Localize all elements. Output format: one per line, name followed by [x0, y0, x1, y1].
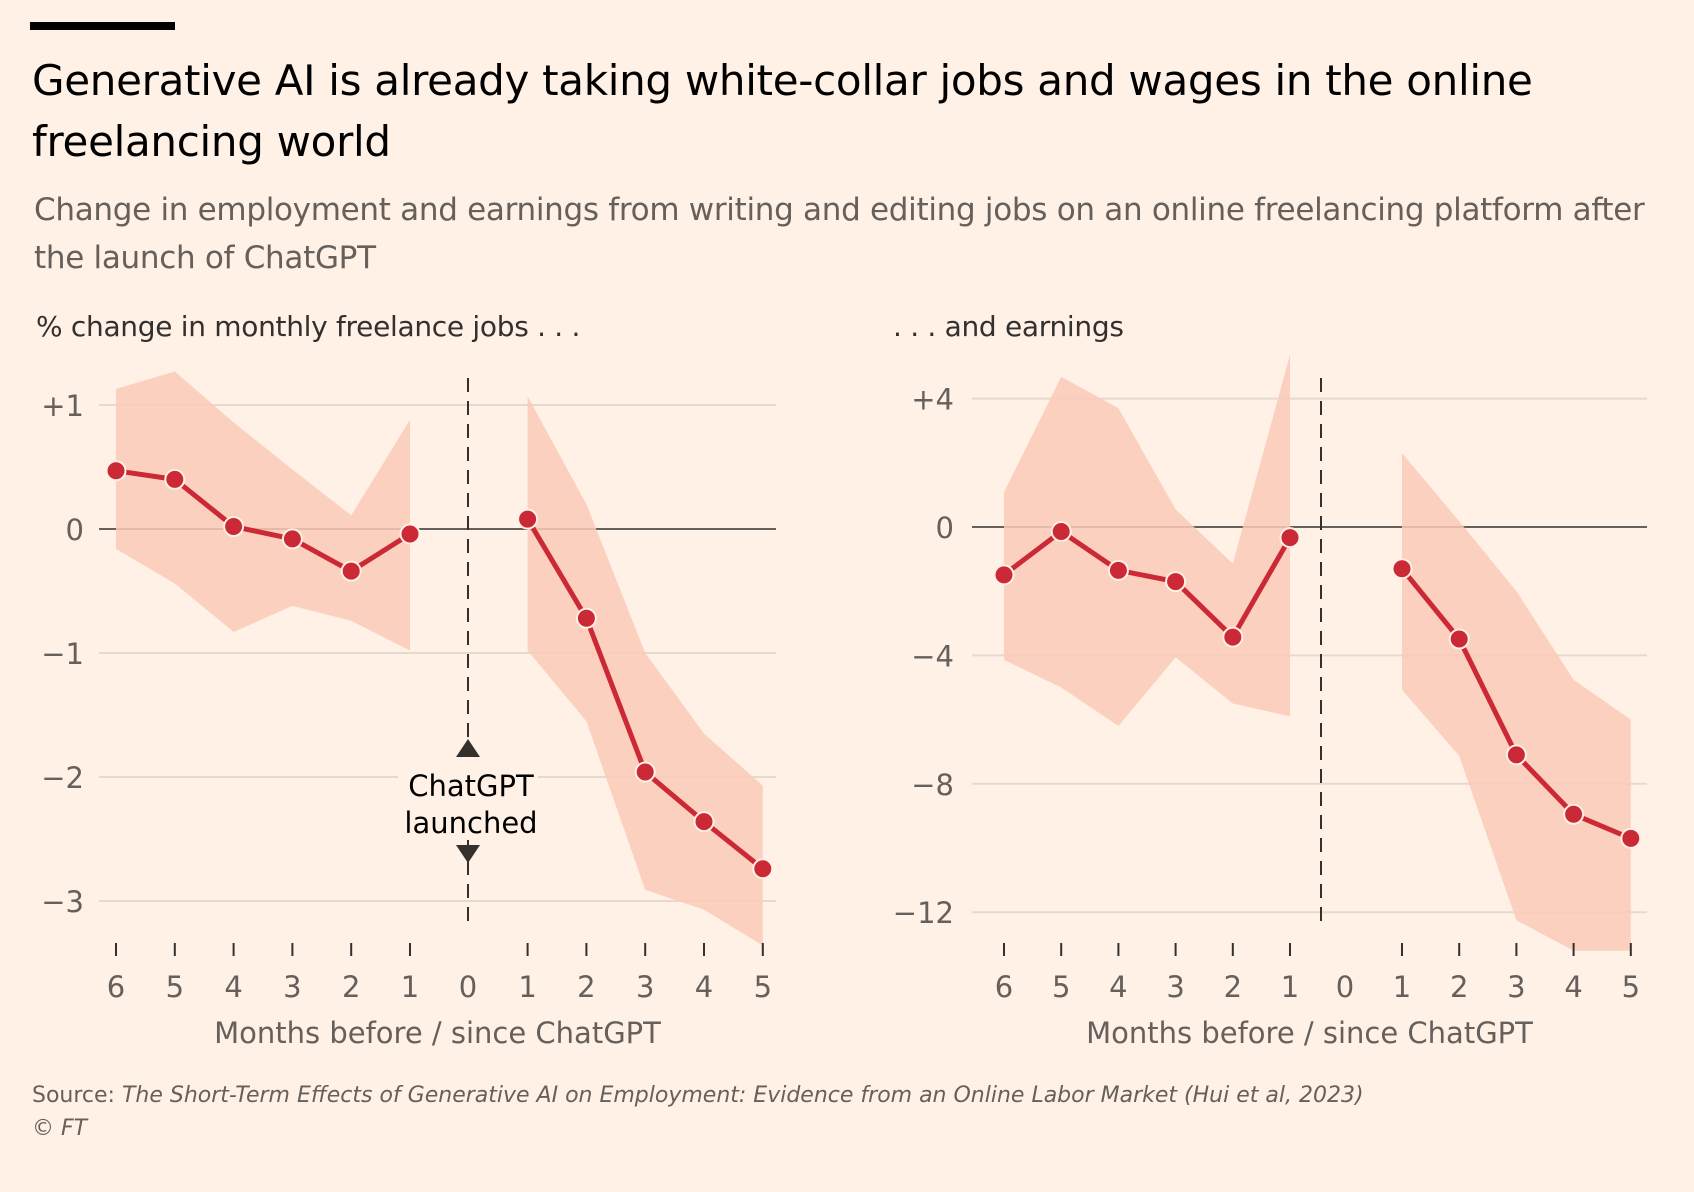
data-point [1505, 744, 1527, 766]
x-tick-label: 5 [1052, 970, 1070, 1004]
data-point [164, 468, 186, 490]
x-tick-label: 6 [107, 970, 125, 1004]
confidence-band-before [1004, 354, 1290, 727]
chart-subtitle: Change in employment and earnings from w… [34, 192, 1645, 276]
x-tick-label: 4 [1109, 970, 1127, 1004]
x-tick-label: 3 [283, 970, 301, 1004]
source-title: The Short-Term Effects of Generative AI … [121, 1083, 1364, 1108]
y-tick-label: −8 [911, 768, 954, 802]
data-point [340, 560, 362, 582]
x-tick-label: 5 [166, 970, 184, 1004]
data-point [1279, 527, 1301, 549]
y-tick-label: −3 [41, 885, 84, 919]
confidence-band-after [1402, 453, 1631, 951]
y-tick-label: +1 [41, 389, 84, 423]
ft-header-bar [30, 22, 175, 30]
x-tick-label: 2 [342, 970, 360, 1004]
y-tick-label: 0 [66, 513, 84, 547]
source-prefix: Source: [32, 1083, 122, 1108]
data-point [575, 607, 597, 629]
x-tick-label: 3 [1166, 970, 1184, 1004]
chart-title: Generative AI is already taking white-co… [32, 56, 1533, 166]
x-tick-label: 0 [459, 970, 477, 1004]
data-point [399, 523, 421, 545]
data-point [693, 811, 715, 833]
y-tick-label: −1 [41, 637, 84, 671]
x-tick-label: 4 [1564, 970, 1582, 1004]
arrow-up-icon [456, 739, 480, 757]
x-tick-label: 6 [995, 970, 1013, 1004]
y-tick-label: −4 [911, 639, 954, 673]
data-point [1222, 626, 1244, 648]
data-point [752, 858, 774, 880]
x-tick-label: 5 [1622, 970, 1640, 1004]
data-point [223, 516, 245, 538]
y-tick-label: +4 [911, 383, 954, 417]
data-point [1563, 803, 1585, 825]
x-tick-label: 1 [1393, 970, 1411, 1004]
x-tick-label: 2 [577, 970, 595, 1004]
x-tick-label: 3 [636, 970, 654, 1004]
source-note: Source: The Short-Term Effects of Genera… [32, 1083, 1364, 1108]
series-line-before [1002, 528, 1293, 640]
panel-earnings: +4 0 −4 −8 −12 6 5 4 3 2 1 0 1 2 3 4 5 Months before / si… [893, 354, 1647, 1050]
x-tick-label: 2 [1450, 970, 1468, 1004]
data-point [1050, 520, 1072, 542]
copyright: © FT [32, 1116, 88, 1141]
x-tick-label: 4 [695, 970, 713, 1004]
y-tick-label: 0 [936, 511, 954, 545]
x-axis-label: Months before / since ChatGPT [214, 1016, 661, 1050]
x-tick-label: 4 [224, 970, 242, 1004]
data-point [1391, 558, 1413, 580]
data-point [517, 508, 539, 530]
confidence-band-before [116, 371, 410, 651]
x-tick-label: 3 [1507, 970, 1525, 1004]
y-tick-label: −2 [41, 761, 84, 795]
panel-title-earnings: . . . and earnings [893, 310, 1124, 343]
x-tick-label: 0 [1336, 970, 1354, 1004]
x-tick-label: 1 [1281, 970, 1299, 1004]
data-point [1165, 571, 1187, 593]
annotation-line1: ChatGPT [408, 769, 534, 803]
x-tick-label: 5 [754, 970, 772, 1004]
data-point [281, 528, 303, 550]
annotation-line2: launched [404, 806, 537, 840]
arrow-down-icon [456, 845, 480, 863]
x-tick-label: 2 [1224, 970, 1242, 1004]
data-point [1448, 628, 1470, 650]
data-point [993, 564, 1015, 586]
data-point [1107, 559, 1129, 581]
data-point [634, 761, 656, 783]
data-point [1620, 827, 1642, 849]
x-tick-label: 1 [518, 970, 536, 1004]
y-tick-label: −12 [893, 896, 954, 930]
x-tick-label: 1 [401, 970, 419, 1004]
x-axis-label: Months before / since ChatGPT [1086, 1016, 1533, 1050]
confidence-band-after [527, 396, 763, 946]
data-point [105, 460, 127, 482]
panel-title-jobs: % change in monthly freelance jobs . . . [36, 310, 581, 343]
